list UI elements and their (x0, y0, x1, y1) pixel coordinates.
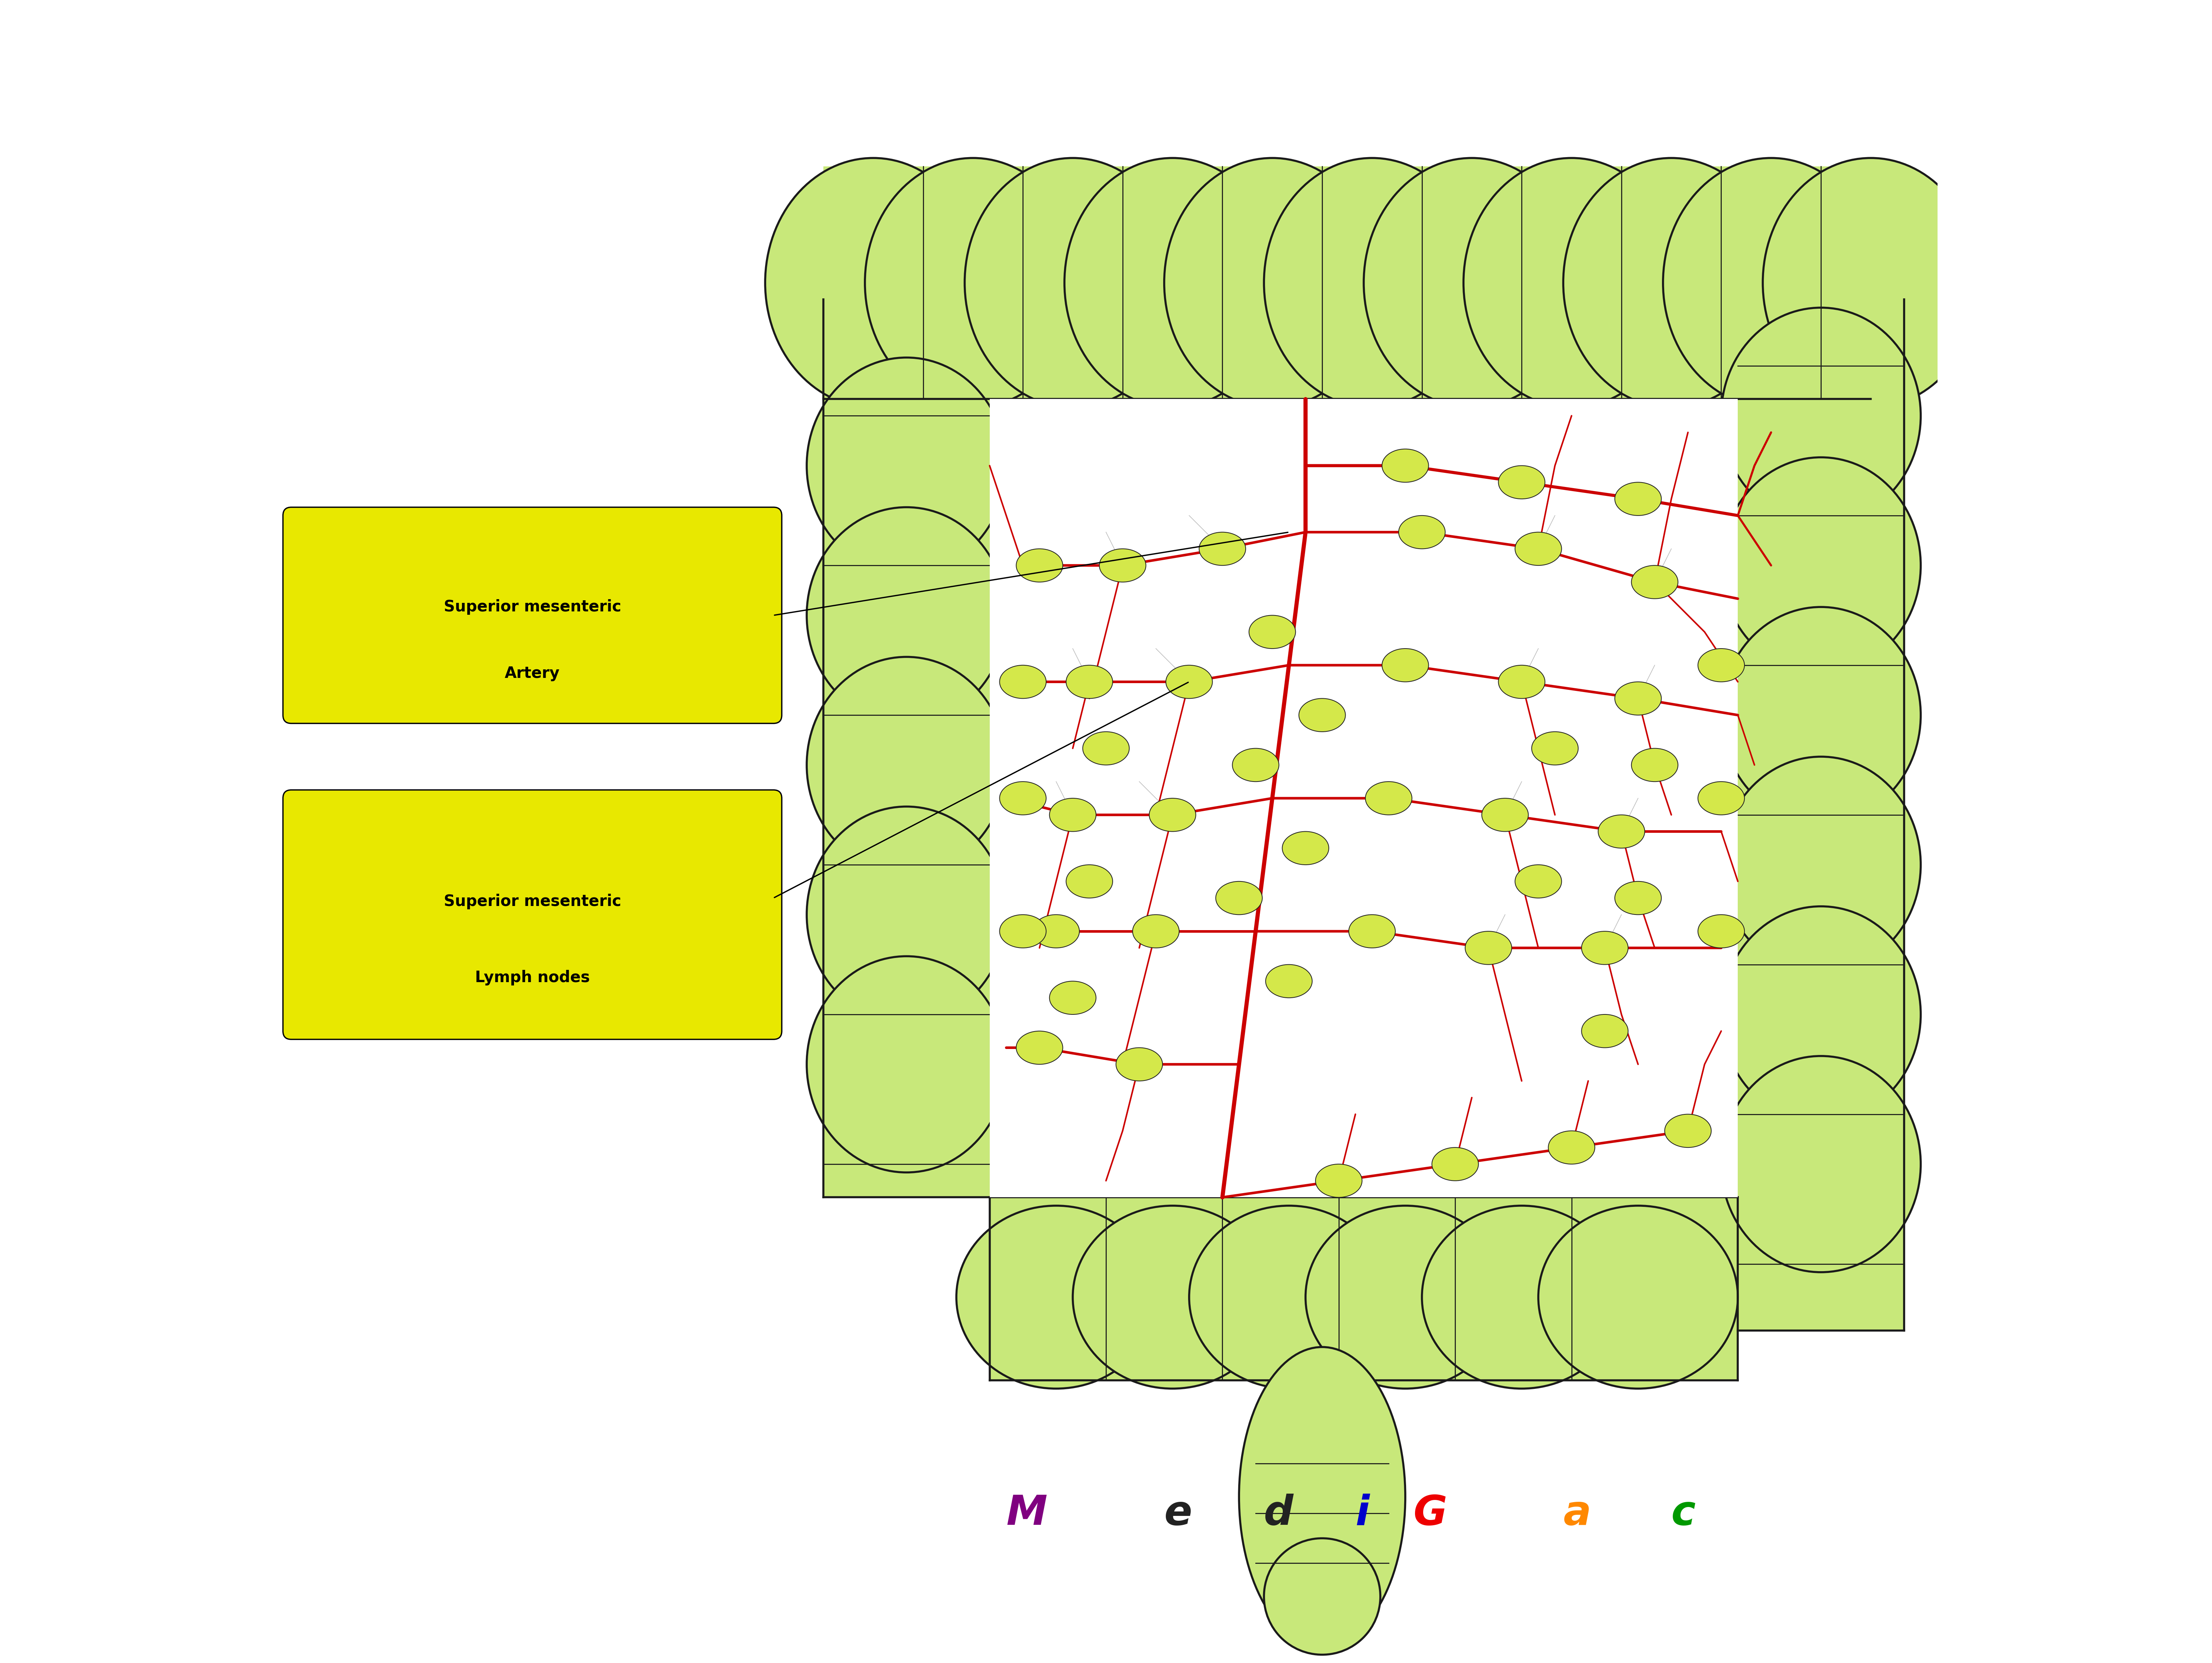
Text: c: c (1672, 1493, 1697, 1533)
FancyBboxPatch shape (283, 790, 781, 1039)
Ellipse shape (1615, 482, 1661, 516)
Ellipse shape (1721, 1056, 1920, 1272)
Ellipse shape (1232, 748, 1279, 782)
Ellipse shape (1615, 682, 1661, 715)
Ellipse shape (1000, 782, 1046, 815)
Ellipse shape (1000, 665, 1046, 698)
Ellipse shape (1150, 798, 1197, 832)
Ellipse shape (1531, 732, 1577, 765)
Ellipse shape (1117, 1048, 1164, 1081)
Ellipse shape (1632, 565, 1679, 599)
Text: Artery: Artery (504, 665, 560, 682)
Ellipse shape (1699, 649, 1745, 682)
Text: a: a (1564, 1493, 1590, 1533)
Ellipse shape (1663, 158, 1880, 407)
Ellipse shape (1721, 607, 1920, 823)
Ellipse shape (1422, 1206, 1621, 1389)
Ellipse shape (1217, 881, 1263, 915)
Ellipse shape (1133, 915, 1179, 948)
Ellipse shape (865, 158, 1082, 407)
Ellipse shape (1537, 1206, 1739, 1389)
Ellipse shape (1066, 665, 1113, 698)
Ellipse shape (1597, 815, 1646, 848)
Ellipse shape (1582, 931, 1628, 965)
Ellipse shape (1721, 757, 1920, 973)
Ellipse shape (1263, 1538, 1380, 1655)
Text: M: M (1006, 1493, 1046, 1533)
Ellipse shape (1464, 158, 1679, 407)
Text: d: d (1263, 1493, 1294, 1533)
Ellipse shape (807, 807, 1006, 1023)
Ellipse shape (1073, 1206, 1272, 1389)
Ellipse shape (1763, 158, 1980, 407)
Text: G: G (1413, 1493, 1447, 1533)
Ellipse shape (1666, 1114, 1712, 1147)
Polygon shape (1739, 299, 1905, 1330)
Ellipse shape (1265, 965, 1312, 998)
Ellipse shape (1099, 549, 1146, 582)
Ellipse shape (1498, 665, 1544, 698)
Ellipse shape (1316, 1164, 1363, 1197)
Ellipse shape (807, 956, 1006, 1172)
Ellipse shape (1615, 881, 1661, 915)
Ellipse shape (807, 358, 1006, 574)
Ellipse shape (1632, 748, 1679, 782)
Ellipse shape (1000, 915, 1046, 948)
Ellipse shape (1239, 1347, 1405, 1646)
Ellipse shape (1349, 915, 1396, 948)
Ellipse shape (1066, 865, 1113, 898)
Ellipse shape (1365, 782, 1411, 815)
Ellipse shape (1015, 549, 1062, 582)
Polygon shape (823, 166, 1871, 399)
Ellipse shape (1365, 158, 1579, 407)
Ellipse shape (1699, 782, 1745, 815)
Ellipse shape (1564, 158, 1778, 407)
Ellipse shape (1033, 915, 1079, 948)
Ellipse shape (1082, 732, 1130, 765)
Ellipse shape (1164, 158, 1380, 407)
Ellipse shape (964, 158, 1181, 407)
Ellipse shape (1048, 981, 1095, 1014)
Ellipse shape (1699, 915, 1745, 948)
Ellipse shape (1498, 466, 1544, 499)
Text: Superior mesenteric: Superior mesenteric (445, 599, 622, 615)
Ellipse shape (1263, 158, 1480, 407)
Ellipse shape (1721, 906, 1920, 1123)
Text: Superior mesenteric: Superior mesenteric (445, 893, 622, 910)
Ellipse shape (1464, 931, 1511, 965)
Text: Lymph nodes: Lymph nodes (476, 970, 591, 986)
Ellipse shape (1515, 865, 1562, 898)
Ellipse shape (1064, 158, 1281, 407)
Ellipse shape (1382, 649, 1429, 682)
Ellipse shape (1283, 832, 1329, 865)
Ellipse shape (1721, 308, 1920, 524)
Ellipse shape (1048, 798, 1095, 832)
Ellipse shape (1482, 798, 1528, 832)
Polygon shape (989, 1197, 1739, 1380)
FancyBboxPatch shape (283, 507, 781, 723)
Polygon shape (989, 399, 1739, 1197)
Ellipse shape (807, 657, 1006, 873)
Ellipse shape (1382, 449, 1429, 482)
Ellipse shape (1250, 615, 1296, 649)
Ellipse shape (1398, 516, 1444, 549)
Ellipse shape (1721, 457, 1920, 674)
Ellipse shape (1305, 1206, 1504, 1389)
Text: e: e (1164, 1493, 1192, 1533)
Ellipse shape (1431, 1147, 1478, 1181)
Text: i: i (1356, 1493, 1369, 1533)
Ellipse shape (1298, 698, 1345, 732)
Ellipse shape (956, 1206, 1157, 1389)
Ellipse shape (1015, 1031, 1062, 1064)
Ellipse shape (1166, 665, 1212, 698)
Ellipse shape (807, 507, 1006, 723)
Ellipse shape (1199, 532, 1245, 565)
Ellipse shape (1582, 1014, 1628, 1048)
Polygon shape (823, 299, 989, 1197)
Ellipse shape (1548, 1131, 1595, 1164)
Ellipse shape (1190, 1206, 1389, 1389)
Ellipse shape (1515, 532, 1562, 565)
Ellipse shape (765, 158, 982, 407)
